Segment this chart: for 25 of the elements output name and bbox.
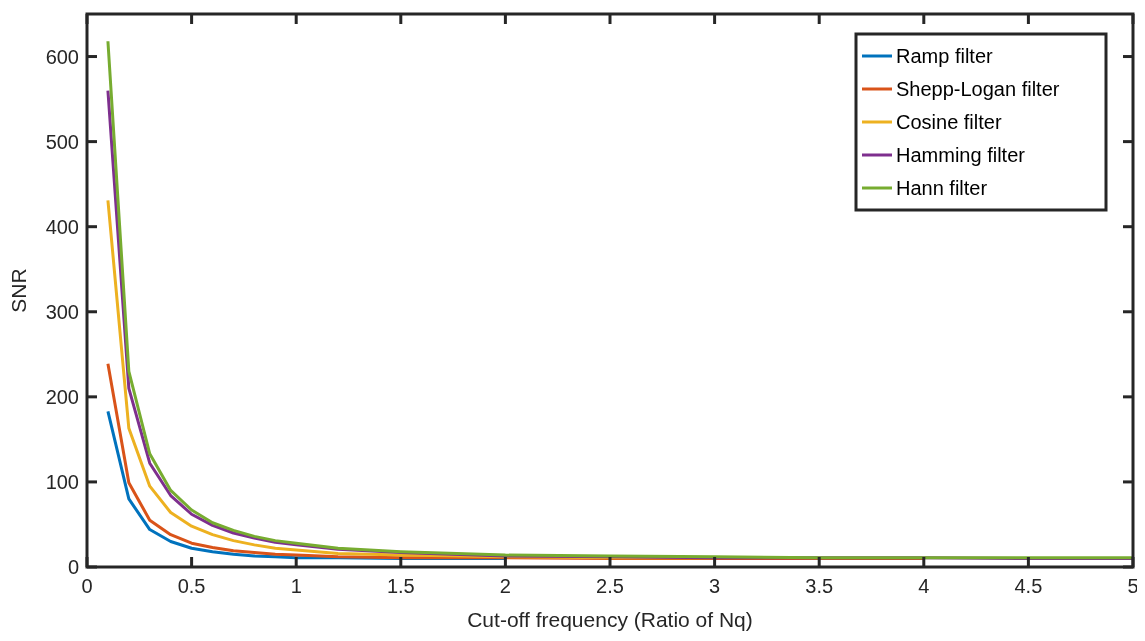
x-tick-label: 3.5 [805,575,834,597]
legend-label: Hamming filter [896,144,1026,166]
x-tick-label: 0.5 [177,575,206,597]
y-tick-label: 300 [45,300,79,323]
legend-label: Cosine filter [896,111,1002,133]
y-tick-label: 0 [67,556,79,578]
y-axis-title: SNR [7,268,30,313]
y-tick-label: 500 [45,130,79,153]
legend-label: Shepp-Logan filter [896,78,1060,100]
x-tick-label: 5 [1127,575,1139,597]
y-tick-label: 400 [45,215,79,238]
x-tick-label: 2.5 [596,575,624,597]
x-tick-label: 4 [918,575,930,597]
legend-label: Hann filter [896,177,988,199]
x-axis-title: Cut-off frequency (Ratio of Nq) [467,608,753,631]
x-tick-label: 0 [81,575,93,597]
x-tick-label: 3 [709,575,721,597]
x-tick-label: 1 [290,575,302,597]
y-tick-label: 100 [45,470,79,493]
legend-label: Ramp filter [896,45,994,67]
x-tick-label: 4.5 [1014,575,1043,597]
y-tick-label: 200 [45,385,79,408]
x-tick-label: 1.5 [386,575,415,597]
x-tick-label: 2 [499,575,511,597]
y-tick-label: 600 [45,45,79,68]
